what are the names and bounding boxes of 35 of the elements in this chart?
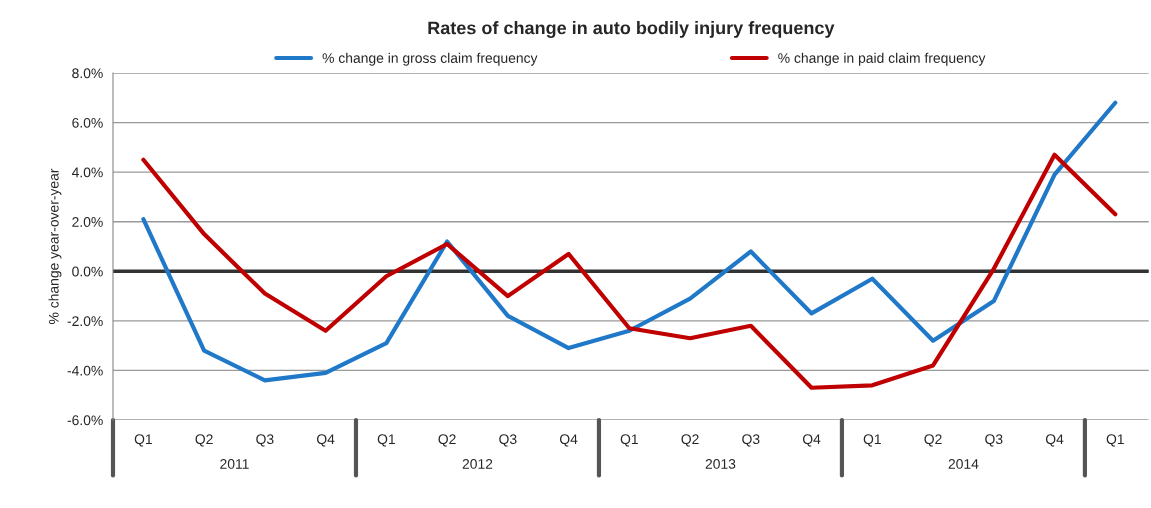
line-series [141,152,1118,390]
x-tick-label: Q3 [499,434,517,447]
y-tick-label: -2.0% [67,316,103,327]
text: 2014 [948,459,979,469]
y-tick-label: 6.0% [72,117,103,128]
y-tick-label: -4.0% [67,365,103,376]
y-tick-label: 8.0% [72,68,103,79]
x-tick-label: Q2 [924,434,942,447]
x-tick-label: Q1 [1106,434,1124,447]
chart-title: Rates of change in auto bodily injury frequency [428,21,835,38]
x-tick-label: Q4 [1045,434,1064,447]
y-axis-title: % change year-over-year [48,168,62,324]
x-tick-label: Q3 [256,434,274,447]
text: 2011 [220,459,249,469]
legend-label: % change in paid claim frequency [778,52,986,66]
y-tick-label: 2.0% [72,217,103,227]
text: 2012 [462,459,493,469]
text: 2013 [705,459,736,469]
line-series [141,100,1118,383]
legend-label: % change in gross claim frequency [322,52,538,66]
x-tick-label: Q2 [195,434,213,447]
x-tick-label: Q4 [559,434,578,447]
x-tick-label: Q3 [742,434,760,447]
x-tick-label: Q1 [863,434,881,447]
x-tick-label: Q1 [134,434,152,447]
x-tick-label: Q3 [985,434,1003,447]
y-tick-label: -6.0% [67,415,103,426]
y-tick-label: 4.0% [71,167,103,178]
x-tick-label: Q1 [620,434,638,447]
x-tick-label: Q2 [681,434,699,447]
y-tick-label: 0.0% [72,266,103,277]
x-tick-label: Q4 [802,434,821,447]
x-tick-label: Q1 [377,434,395,447]
x-tick-label: Q2 [438,434,456,447]
x-tick-label: Q4 [317,434,335,447]
